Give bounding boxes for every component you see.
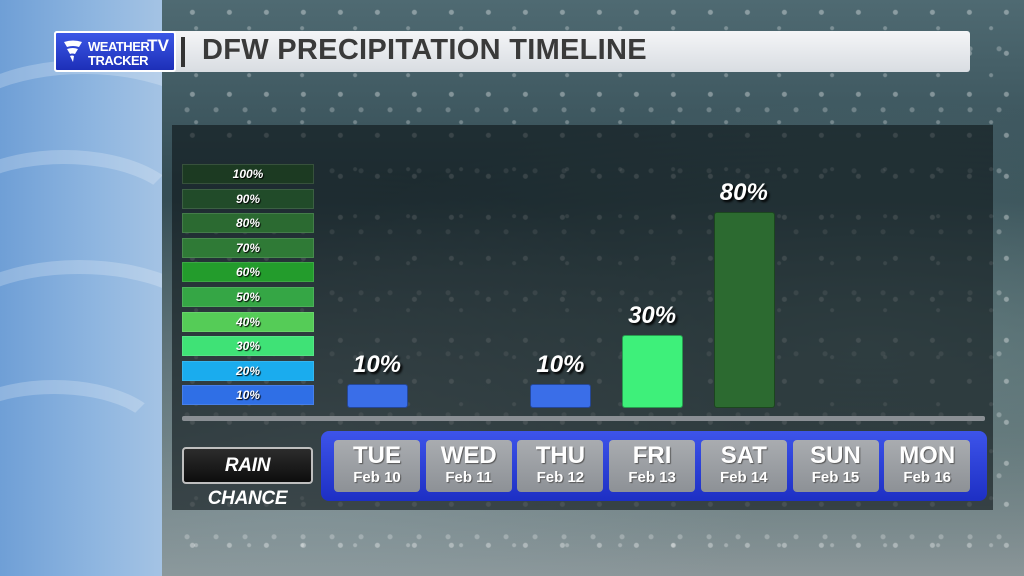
day-name: WED xyxy=(440,442,497,469)
day-cell-tue: TUE Feb 10 xyxy=(334,440,420,492)
day-cell-thu: THU Feb 12 xyxy=(517,440,604,492)
day-cell-sat: SAT Feb 14 xyxy=(700,440,787,492)
legend-item: 90% xyxy=(182,188,314,209)
bar-tue xyxy=(347,383,408,408)
day-date: Feb 14 xyxy=(720,469,768,486)
day-name: THU xyxy=(535,442,586,469)
day-date: Feb 10 xyxy=(353,469,401,486)
weather-tracker-logo: WEATHER TRACKER TV xyxy=(54,31,176,72)
legend-item: 40% xyxy=(182,311,314,332)
bar-value-label: 10% xyxy=(536,350,585,378)
day-name: FRI xyxy=(632,442,672,469)
chart-baseline xyxy=(182,416,985,421)
day-date: Feb 15 xyxy=(811,469,860,486)
legend-item: 70% xyxy=(182,237,314,258)
legend-item: 50% xyxy=(182,287,314,307)
bar-value-label: 10% xyxy=(352,350,402,378)
day-date: Feb 12 xyxy=(536,469,585,486)
bar-value-label: 80% xyxy=(719,179,768,206)
legend-item: 10% xyxy=(182,385,314,406)
day-name: SAT xyxy=(720,442,767,469)
legend-item: 80% xyxy=(182,213,314,234)
legend-item: 60% xyxy=(182,262,314,283)
day-name: TUE xyxy=(353,442,401,469)
legend-item: 20% xyxy=(182,360,314,381)
day-date: Feb 13 xyxy=(628,469,676,486)
tornado-icon xyxy=(64,40,82,62)
day-name: MON xyxy=(899,442,956,469)
day-date: Feb 16 xyxy=(903,469,951,486)
bar-value-label: 30% xyxy=(628,301,677,329)
day-name: SUN xyxy=(810,442,861,469)
swirl-decor xyxy=(0,380,162,498)
logo-text-tracker: TRACKER xyxy=(88,53,149,68)
logo-text-weather: WEATHER xyxy=(88,39,150,54)
day-cell-mon: MON Feb 16 xyxy=(884,440,971,492)
legend-item: 100% xyxy=(182,164,314,184)
bar-sat xyxy=(713,212,775,408)
day-cell-fri: FRI Feb 13 xyxy=(609,440,696,492)
left-decor-strip xyxy=(0,0,162,576)
legend-item: 30% xyxy=(182,336,314,357)
bar-fri xyxy=(622,334,684,408)
day-cell-sun: SUN Feb 15 xyxy=(792,440,879,492)
page-title: DFW PRECIPITATION TIMELINE xyxy=(202,34,647,66)
logo-text-tv: TV xyxy=(147,36,169,55)
bar-thu xyxy=(530,383,592,408)
title-separator xyxy=(181,37,185,67)
swirl-decor xyxy=(0,150,162,278)
day-date: Feb 11 xyxy=(445,469,493,486)
swirl-decor xyxy=(0,260,162,398)
rain-chance-label: RAIN CHANCE xyxy=(182,447,313,509)
day-cell-wed: WED Feb 11 xyxy=(425,440,512,492)
header-bar xyxy=(54,31,970,72)
